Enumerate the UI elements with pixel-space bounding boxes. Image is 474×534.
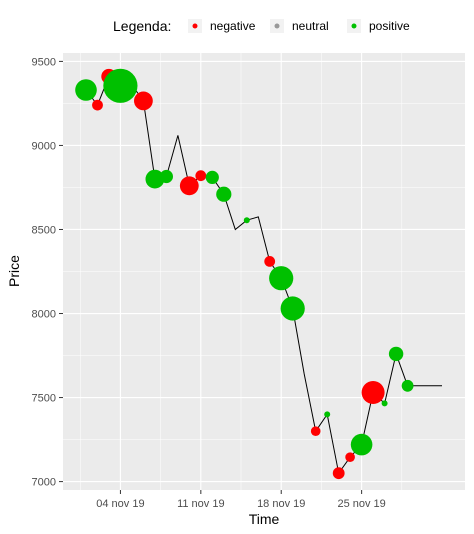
- data-point-positive: [381, 400, 388, 407]
- x-tick-label: 25 nov 19: [337, 498, 385, 510]
- sentiment-points: [75, 68, 414, 480]
- x-tick-label: 11 nov 19: [177, 498, 225, 510]
- data-point-negative: [332, 467, 345, 480]
- data-point-negative: [310, 426, 321, 437]
- legend-key-neutral: [274, 23, 280, 29]
- legend-title: Legenda:: [113, 18, 171, 34]
- x-axis: 04 nov 19 11 nov 19 18 nov 19 25 nov 19: [96, 490, 386, 510]
- y-tick-label: 7000: [32, 477, 56, 489]
- y-tick-label: 9000: [32, 140, 56, 152]
- y-tick-label: 8500: [32, 224, 56, 236]
- y-axis: 7000 7500 8000 8500 9000 9500: [32, 56, 63, 489]
- data-point-positive: [205, 170, 219, 184]
- legend-label-positive: positive: [369, 19, 410, 33]
- data-point-negative: [264, 256, 276, 267]
- data-point-positive: [243, 217, 250, 224]
- data-point-positive: [159, 169, 173, 184]
- data-point-positive: [145, 169, 165, 189]
- data-point-positive: [216, 186, 232, 202]
- data-point-positive: [280, 296, 305, 321]
- data-point-positive: [388, 346, 404, 362]
- legend-key-positive: [351, 23, 357, 29]
- legend: Legenda: negative neutral positive: [113, 18, 410, 34]
- data-point-positive: [75, 79, 97, 101]
- legend-label-negative: negative: [210, 19, 256, 33]
- y-tick-label: 9500: [32, 56, 56, 68]
- x-axis-title: Time: [249, 511, 280, 527]
- data-point-positive: [103, 68, 138, 103]
- legend-label-neutral: neutral: [292, 19, 329, 33]
- data-point-positive: [350, 433, 373, 456]
- x-tick-label: 04 nov 19: [96, 498, 144, 510]
- data-point-negative: [345, 452, 355, 463]
- legend-key-negative: [192, 23, 198, 29]
- y-tick-label: 8000: [32, 309, 56, 321]
- data-point-positive: [324, 411, 331, 418]
- data-point-negative: [195, 170, 207, 182]
- data-point-positive: [401, 379, 414, 392]
- data-point-negative: [92, 99, 103, 111]
- data-point-positive: [269, 266, 294, 291]
- data-point-negative: [361, 381, 385, 404]
- y-tick-label: 7500: [32, 393, 56, 405]
- x-tick-label: 18 nov 19: [257, 498, 305, 510]
- data-point-negative: [179, 176, 199, 196]
- data-point-negative: [134, 91, 153, 111]
- y-axis-title: Price: [6, 255, 22, 287]
